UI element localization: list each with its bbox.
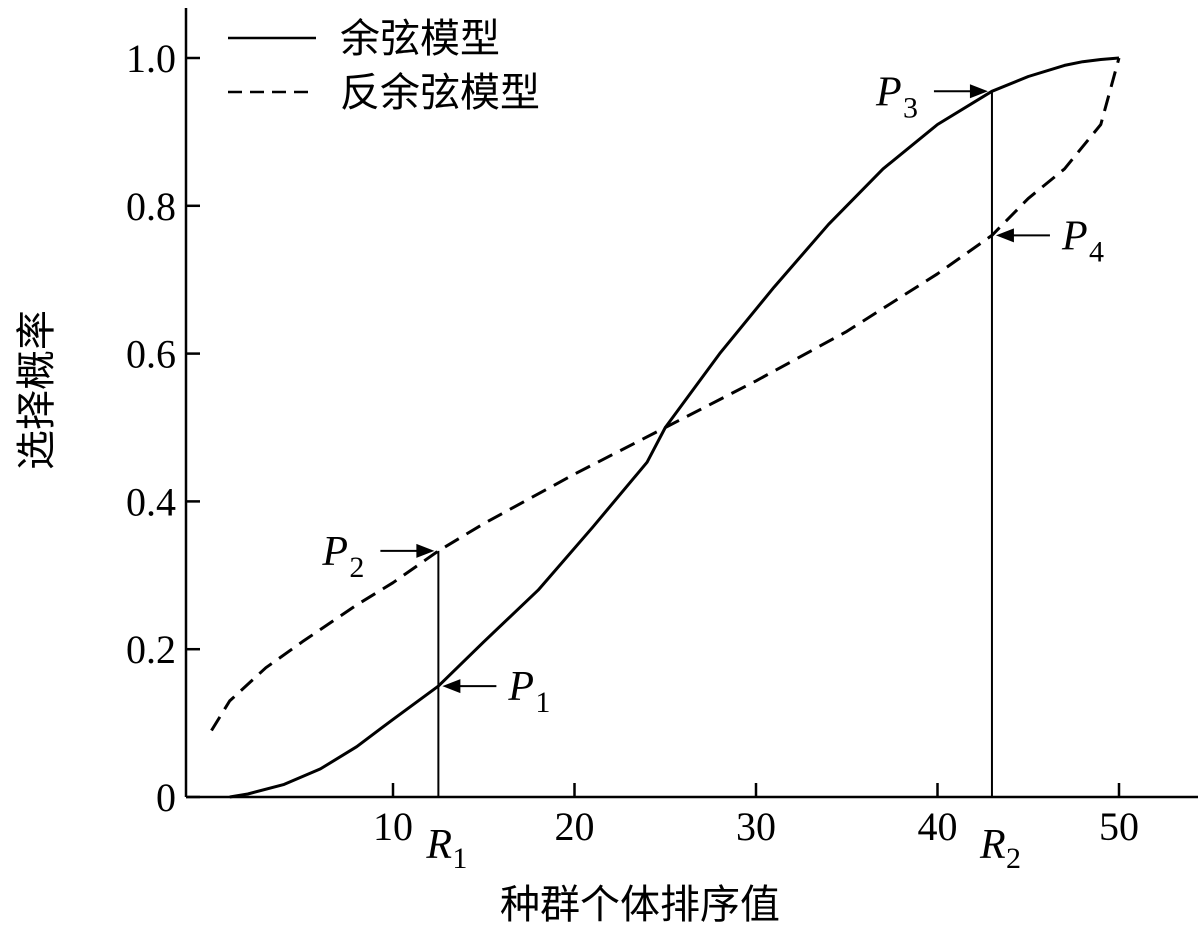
marker-label-r2: R (979, 822, 1006, 868)
annotation-arrowhead-p3 (969, 84, 988, 99)
y-tick-label-4: 0.8 (126, 184, 176, 229)
annotation-label-p3-sub: 3 (903, 91, 918, 124)
marker-label-r1-sub: 1 (452, 842, 467, 875)
annotation-label-p4: P (1061, 213, 1088, 259)
annotation-label-p4-sub: 4 (1089, 235, 1104, 268)
y-tick-label-0: 0 (156, 775, 176, 820)
y-axis-label: 选择概率 (14, 310, 60, 470)
annotation-arrowhead-p1 (442, 679, 461, 694)
axes (184, 8, 1198, 799)
x-tick-label-3: 40 (918, 804, 958, 849)
x-tick-label-4: 50 (1099, 804, 1139, 849)
annotation-label-p1-sub: 1 (535, 686, 550, 719)
x-tick-label-1: 20 (555, 804, 595, 849)
series-line-0 (229, 56, 1120, 799)
y-tick-label-1: 0.2 (126, 627, 176, 672)
annotation-arrowhead-p4 (995, 228, 1014, 243)
annotation-label-p2-sub: 2 (349, 551, 364, 584)
legend-label-arccosine: 反余弦模型 (340, 70, 540, 116)
annotations: P 1P 2P 3P 4 (321, 69, 1104, 719)
marker-label-r2-sub: 2 (1006, 842, 1021, 875)
legend: 余弦模型 反余弦模型 (228, 16, 540, 116)
annotation-label-p1: P (507, 664, 534, 710)
legend-label-cosine: 余弦模型 (340, 16, 500, 62)
series (210, 56, 1121, 799)
annotation-arrowhead-p2 (416, 543, 435, 558)
y-tick-label-3: 0.6 (126, 332, 176, 377)
x-tick-label-2: 30 (736, 804, 776, 849)
annotation-label-p2: P (321, 529, 348, 575)
x-axis-label: 种群个体排序值 (500, 882, 780, 928)
ticks: 0 0.2 0.4 0.6 0.8 1.0 10 20 30 40 50 (126, 36, 1139, 849)
y-tick-label-5: 1.0 (126, 36, 176, 81)
annotation-label-p3: P (875, 69, 902, 115)
y-tick-label-2: 0.4 (126, 479, 176, 524)
series-line-1 (210, 57, 1121, 732)
x-tick-label-0: 10 (373, 804, 413, 849)
marker-label-r1: R (425, 822, 452, 868)
